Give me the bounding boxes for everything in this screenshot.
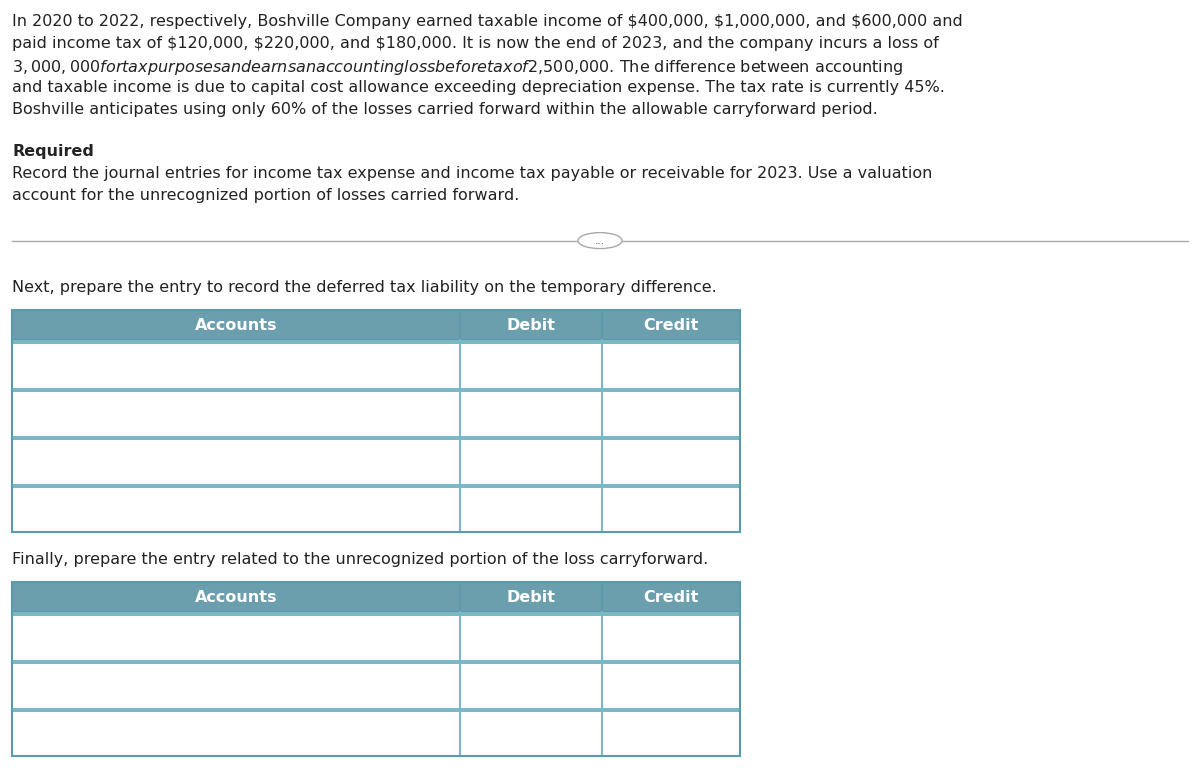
Text: Boshville anticipates using only 60% of the losses carried forward within the al: Boshville anticipates using only 60% of …: [12, 102, 877, 117]
Text: Credit: Credit: [643, 590, 698, 604]
Text: Finally, prepare the entry related to the unrecognized portion of the loss carry: Finally, prepare the entry related to th…: [12, 552, 708, 567]
Bar: [12, 310, 740, 341]
Text: Debit: Debit: [506, 590, 556, 604]
Text: Accounts: Accounts: [194, 318, 277, 333]
Bar: [12, 582, 740, 612]
Bar: [12, 708, 740, 712]
Text: ...: ...: [595, 236, 605, 245]
Bar: [12, 616, 740, 660]
Bar: [12, 388, 740, 392]
Bar: [12, 664, 740, 708]
Text: Next, prepare the entry to record the deferred tax liability on the temporary di: Next, prepare the entry to record the de…: [12, 280, 716, 295]
Bar: [12, 612, 740, 616]
Bar: [12, 582, 740, 756]
Bar: [12, 344, 740, 388]
Ellipse shape: [578, 233, 622, 248]
Text: Credit: Credit: [643, 318, 698, 333]
Bar: [12, 341, 740, 344]
Bar: [12, 660, 740, 664]
Text: account for the unrecognized portion of losses carried forward.: account for the unrecognized portion of …: [12, 187, 520, 203]
Text: and taxable income is due to capital cost allowance exceeding depreciation expen: and taxable income is due to capital cos…: [12, 80, 944, 95]
Bar: [12, 440, 740, 484]
Bar: [12, 310, 740, 532]
Text: Accounts: Accounts: [194, 590, 277, 604]
Bar: [12, 712, 740, 756]
Text: Required: Required: [12, 144, 94, 159]
Bar: [12, 488, 740, 532]
Bar: [12, 392, 740, 437]
Text: In 2020 to 2022, respectively, Boshville Company earned taxable income of $400,0: In 2020 to 2022, respectively, Boshville…: [12, 14, 962, 29]
Text: Record the journal entries for income tax expense and income tax payable or rece: Record the journal entries for income ta…: [12, 166, 932, 180]
Bar: [12, 484, 740, 488]
Text: $3,000,000 for tax purposes and earns an accounting loss before tax of $2,500,00: $3,000,000 for tax purposes and earns an…: [12, 58, 904, 77]
Bar: [12, 437, 740, 440]
Text: Debit: Debit: [506, 318, 556, 333]
Text: paid income tax of $120,000, $220,000, and $180,000. It is now the end of 2023, : paid income tax of $120,000, $220,000, a…: [12, 36, 938, 51]
